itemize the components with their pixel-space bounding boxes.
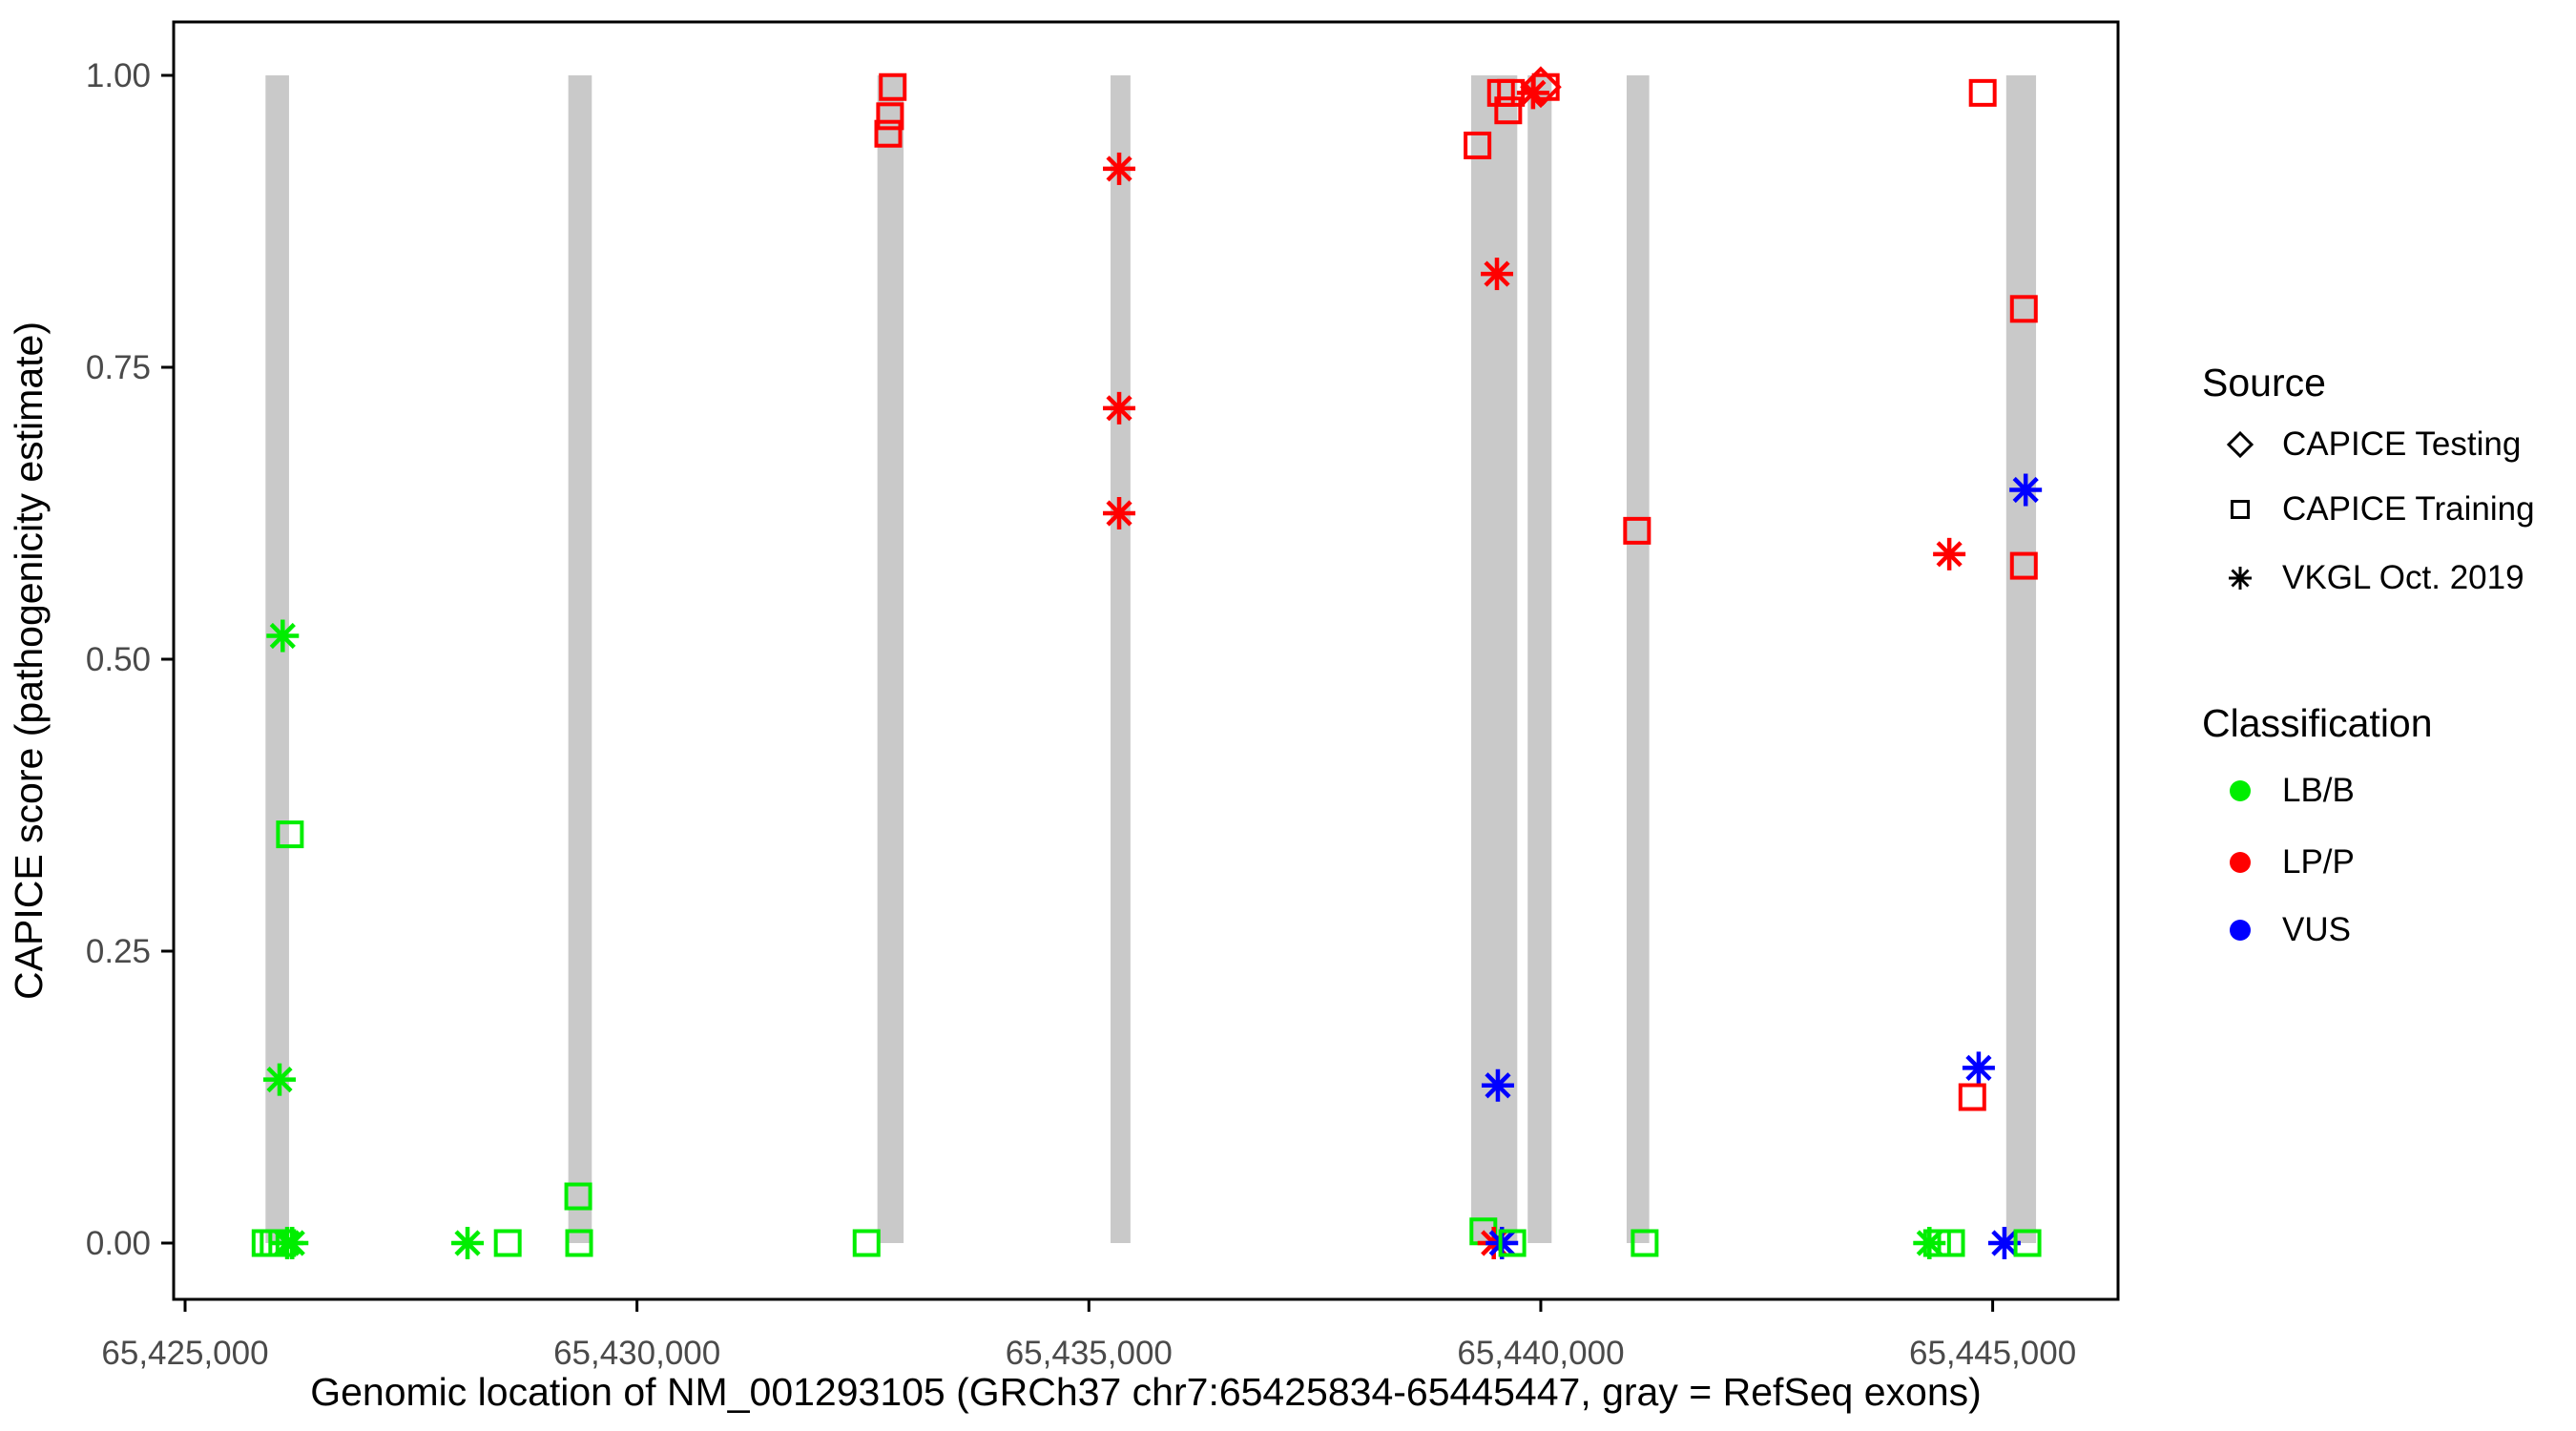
x-tick-label: 65,425,000	[101, 1335, 268, 1372]
data-point-square	[564, 1182, 592, 1211]
asterisk-icon	[2229, 567, 2252, 590]
legend-item-label: CAPICE Testing	[2282, 425, 2522, 463]
data-point-square	[1498, 1229, 1527, 1257]
x-tick-label: 65,430,000	[553, 1335, 720, 1372]
y-axis-title: CAPICE score (pathogenicity estimate)	[7, 321, 51, 1000]
legend-item-label: CAPICE Training	[2282, 490, 2535, 528]
legend-item-lpp: LP/P	[2219, 841, 2355, 883]
data-point-asterisk	[266, 619, 300, 653]
legend: Source CAPICE Testing CAPICE Training	[2202, 0, 2574, 1431]
data-point-square	[874, 119, 903, 148]
data-point-square	[2013, 1229, 2042, 1257]
exon-bar	[877, 75, 904, 1243]
exon-bar	[1626, 75, 1650, 1243]
legend-source-title: Source	[2202, 361, 2326, 404]
data-point-square	[276, 820, 304, 849]
green-dot-icon	[2230, 780, 2251, 801]
legend-item-capice-testing: CAPICE Testing	[2219, 424, 2521, 466]
data-point-square	[565, 1229, 593, 1257]
data-point-square	[852, 1229, 881, 1257]
legend-item-label: VKGL Oct. 2019	[2282, 559, 2524, 596]
data-point-asterisk	[1103, 497, 1136, 529]
data-point-square	[1631, 1229, 1659, 1257]
data-point-square	[1623, 516, 1652, 545]
legend-item-lbb: LB/B	[2219, 770, 2355, 812]
square-icon	[2231, 500, 2250, 519]
panel-border	[172, 20, 2120, 1301]
data-point-asterisk	[276, 1227, 309, 1259]
data-point-square	[1464, 131, 1492, 159]
y-tick-label: 0.25	[86, 933, 151, 970]
data-point-asterisk	[2009, 473, 2043, 507]
data-point-square	[2009, 295, 2038, 323]
data-point-square	[2009, 551, 2038, 580]
diamond-icon	[2226, 430, 2254, 459]
red-dot-icon	[2230, 852, 2251, 873]
data-point-asterisk	[1103, 391, 1136, 425]
y-tick-label: 1.00	[86, 57, 151, 94]
data-point-asterisk	[1962, 1051, 1995, 1085]
legend-item-label: LB/B	[2282, 772, 2355, 809]
data-point-square	[1968, 78, 1997, 107]
data-point-asterisk	[1481, 258, 1514, 291]
exon-bar	[1471, 75, 1518, 1243]
blue-dot-icon	[2230, 920, 2251, 941]
data-point-asterisk	[1103, 152, 1136, 185]
data-point-square	[1922, 1229, 1951, 1257]
x-tick-label: 65,435,000	[1006, 1335, 1173, 1372]
data-point-diamond	[1520, 66, 1562, 109]
data-point-square	[1494, 96, 1523, 125]
data-point-asterisk	[451, 1227, 485, 1259]
data-point-square	[1531, 73, 1560, 101]
x-tick-label: 65,445,000	[1909, 1335, 2076, 1372]
x-axis-title: Genomic location of NM_001293105 (GRCh37…	[310, 1370, 1982, 1414]
y-tick-label: 0.50	[86, 641, 151, 678]
exon-bar	[568, 75, 592, 1243]
legend-item-vus: VUS	[2219, 909, 2351, 951]
exon-bar	[2005, 75, 2037, 1243]
exon-bar	[265, 75, 289, 1243]
legend-item-capice-training: CAPICE Training	[2219, 488, 2535, 530]
exon-bar	[1527, 75, 1552, 1243]
data-point-asterisk	[1481, 1068, 1514, 1102]
legend-item-label: VUS	[2282, 911, 2351, 948]
data-point-asterisk	[1933, 537, 1966, 570]
legend-item-label: LP/P	[2282, 843, 2355, 881]
data-point-square	[493, 1229, 522, 1257]
exon-bar	[1111, 75, 1131, 1243]
y-tick-label: 0.75	[86, 349, 151, 386]
x-tick-label: 65,440,000	[1457, 1335, 1624, 1372]
data-point-square	[1937, 1229, 1965, 1257]
data-point-asterisk	[262, 1063, 296, 1096]
legend-item-vkgl: VKGL Oct. 2019	[2219, 557, 2524, 599]
y-tick-label: 0.00	[86, 1225, 151, 1262]
data-point-square	[1958, 1083, 1986, 1111]
legend-classification-title: Classification	[2202, 701, 2433, 745]
data-point-square	[876, 102, 904, 131]
data-point-square	[879, 73, 907, 101]
